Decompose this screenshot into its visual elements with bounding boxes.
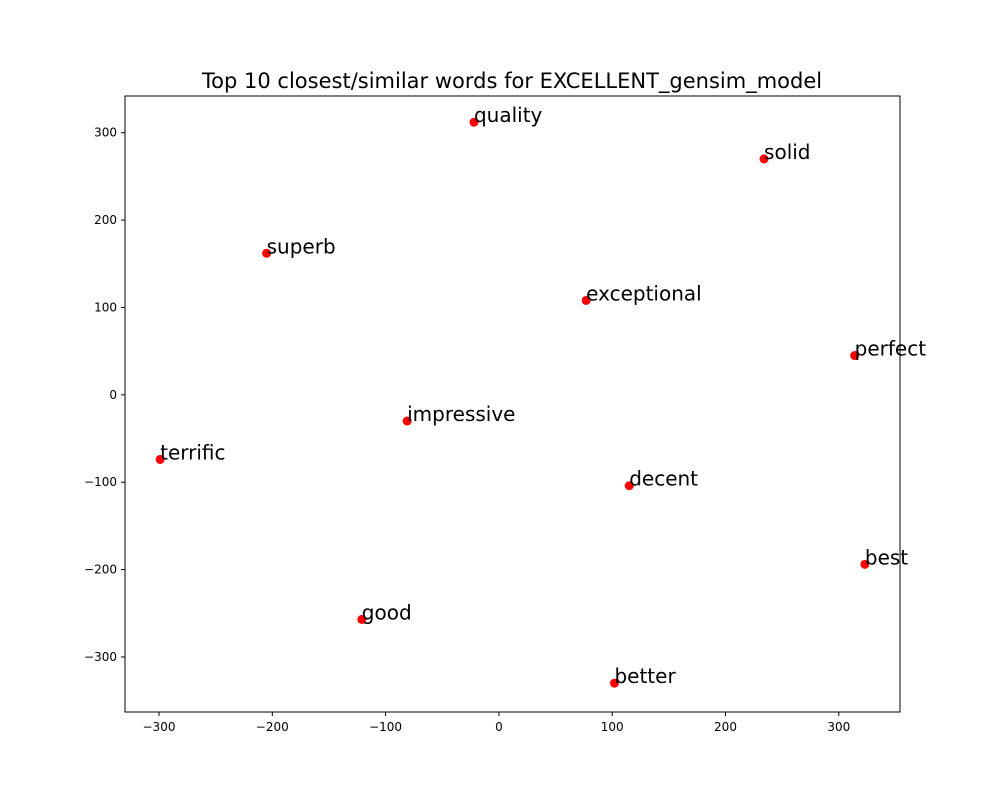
data-label-superb: superb [267, 234, 336, 258]
data-label-good: good [362, 600, 412, 624]
x-tick-label: 0 [495, 720, 503, 734]
data-point-exceptional [581, 295, 591, 305]
x-tick-label: −300 [143, 720, 176, 734]
data-point-impressive [402, 416, 412, 426]
data-point-good [357, 614, 367, 624]
data-point-decent [624, 481, 634, 491]
data-label-best: best [865, 545, 908, 569]
axes: −300 −200 −100 0 100 200 300 300 200 100 0 −100 −200… [84, 95, 901, 734]
data-point-perfect [850, 351, 860, 361]
x-tick-label: 200 [714, 720, 737, 734]
data-label-better: better [614, 664, 676, 688]
data-points [155, 117, 870, 688]
data-point-solid [759, 154, 769, 164]
y-tick-label: −200 [84, 563, 117, 577]
data-point-quality [469, 117, 479, 127]
data-label-impressive: impressive [407, 402, 515, 426]
data-point-best [860, 559, 870, 569]
y-tick-label: −300 [84, 650, 117, 664]
plot-frame [124, 95, 901, 713]
data-label-solid: solid [764, 140, 810, 164]
x-tick-label: −200 [256, 720, 289, 734]
y-tick-label: 300 [94, 126, 117, 140]
data-label-terrific: terrific [160, 440, 225, 464]
x-tick-label: 300 [827, 720, 850, 734]
data-label-perfect: perfect [855, 337, 927, 361]
data-point-superb [262, 248, 272, 258]
data-label-exceptional: exceptional [586, 281, 702, 305]
data-label-decent: decent [629, 467, 698, 491]
y-tick-label: 100 [94, 300, 117, 314]
data-label-quality: quality [474, 103, 543, 127]
y-tick-label: −100 [84, 475, 117, 489]
y-tick-label: 0 [109, 388, 117, 402]
data-point-better [609, 678, 619, 688]
x-tick-label: 100 [601, 720, 624, 734]
y-tick-label: 200 [94, 213, 117, 227]
data-labels: quality solid superb exceptional perfect impr… [160, 103, 926, 688]
data-point-terrific [155, 454, 165, 464]
chart-title: Top 10 closest/similar words for EXCELLE… [201, 69, 822, 94]
x-tick-label: −100 [369, 720, 402, 734]
